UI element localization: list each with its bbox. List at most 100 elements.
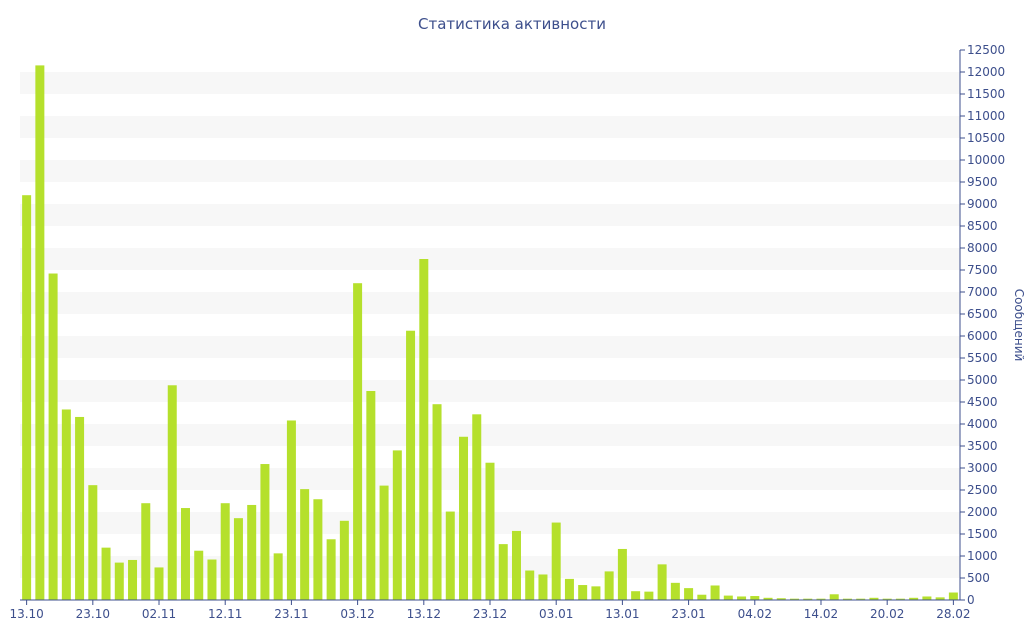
x-tick-label: 23.10 — [76, 607, 110, 621]
bar[interactable] — [286, 420, 296, 600]
y-tick-label: 5000 — [967, 373, 998, 387]
bar[interactable] — [591, 586, 601, 600]
bar[interactable] — [366, 391, 376, 600]
bar[interactable] — [180, 508, 190, 600]
bar[interactable] — [35, 65, 45, 600]
y-axis-title: Сообщений — [1012, 289, 1024, 362]
bar[interactable] — [167, 385, 177, 600]
bar[interactable] — [445, 511, 455, 600]
grid-band — [20, 424, 960, 446]
bar[interactable] — [48, 273, 58, 600]
x-tick-label: 23.11 — [274, 607, 308, 621]
y-tick-label: 7000 — [967, 285, 998, 299]
bar[interactable] — [141, 503, 151, 600]
bar[interactable] — [776, 598, 786, 600]
bar[interactable] — [207, 559, 217, 600]
bar[interactable] — [670, 582, 680, 600]
grid-band — [20, 116, 960, 138]
bar[interactable] — [644, 591, 654, 600]
bar[interactable] — [472, 414, 482, 600]
bar[interactable] — [684, 588, 694, 600]
bar[interactable] — [154, 567, 164, 600]
y-tick-label: 1000 — [967, 549, 998, 563]
bar[interactable] — [61, 409, 71, 600]
bar[interactable] — [128, 559, 138, 600]
bar[interactable] — [406, 330, 416, 600]
bar[interactable] — [803, 598, 813, 600]
x-tick-label: 14.02 — [804, 607, 838, 621]
bar[interactable] — [233, 518, 243, 600]
bar[interactable] — [313, 499, 323, 600]
y-axis: 0 500 1000 1500 2000 2500 3000 3500 4000 4500 5000… — [959, 43, 1005, 607]
y-tick-label: 10500 — [967, 131, 1005, 145]
bar[interactable] — [763, 597, 773, 600]
x-tick-label: 23.01 — [671, 607, 705, 621]
x-tick-label: 03.01 — [539, 607, 573, 621]
y-tick-label: 8000 — [967, 241, 998, 255]
bar[interactable] — [737, 596, 747, 600]
bar[interactable] — [856, 598, 866, 600]
bar[interactable] — [842, 598, 852, 600]
bar[interactable] — [300, 489, 310, 600]
bar[interactable] — [829, 594, 839, 600]
bar[interactable] — [75, 416, 85, 600]
bar[interactable] — [935, 597, 945, 600]
bar[interactable] — [339, 520, 349, 600]
bar[interactable] — [816, 598, 826, 600]
bar[interactable] — [750, 596, 760, 600]
chart-title: Статистика активности — [418, 15, 606, 33]
x-tick-label: 04.02 — [738, 607, 772, 621]
bar[interactable] — [564, 578, 574, 600]
y-tick-label: 7500 — [967, 263, 998, 277]
grid-band — [20, 160, 960, 182]
bar[interactable] — [220, 503, 230, 600]
x-tick-label: 13.10 — [9, 607, 43, 621]
bar[interactable] — [723, 595, 733, 600]
bar[interactable] — [419, 259, 429, 600]
x-tick-label: 23.12 — [473, 607, 507, 621]
bar[interactable] — [578, 585, 588, 600]
bar[interactable] — [604, 571, 614, 600]
bar[interactable] — [22, 195, 32, 600]
y-tick-label: 2000 — [967, 505, 998, 519]
bar[interactable] — [353, 283, 363, 600]
bar[interactable] — [538, 574, 548, 600]
bar[interactable] — [260, 464, 270, 600]
grid-band — [20, 380, 960, 402]
bar[interactable] — [392, 450, 402, 600]
bar[interactable] — [498, 544, 508, 600]
bar[interactable] — [697, 594, 707, 600]
bar[interactable] — [101, 547, 111, 600]
bar[interactable] — [948, 592, 958, 600]
bar[interactable] — [459, 436, 469, 600]
bar[interactable] — [657, 564, 667, 600]
bar[interactable] — [631, 591, 641, 600]
bar[interactable] — [790, 598, 800, 600]
bar[interactable] — [194, 550, 204, 600]
bar[interactable] — [273, 553, 283, 600]
x-tick-label: 13.12 — [407, 607, 441, 621]
bar[interactable] — [326, 539, 336, 600]
y-tick-label: 6500 — [967, 307, 998, 321]
grid-band — [20, 336, 960, 358]
bar[interactable] — [379, 485, 389, 600]
bar[interactable] — [909, 597, 919, 600]
bar[interactable] — [114, 562, 124, 600]
bar[interactable] — [88, 485, 98, 600]
bar[interactable] — [511, 530, 521, 600]
bar[interactable] — [551, 522, 561, 600]
bar[interactable] — [882, 598, 892, 600]
y-tick-label: 10000 — [967, 153, 1005, 167]
bar[interactable] — [922, 596, 932, 600]
bar[interactable] — [869, 597, 879, 600]
bar[interactable] — [247, 504, 257, 600]
bar[interactable] — [485, 462, 495, 600]
bar[interactable] — [525, 570, 535, 600]
x-axis: 13.10 23.10 02.11 12.11 23.11 03.12 13.12 23.12… — [9, 599, 971, 621]
bar[interactable] — [895, 598, 905, 600]
bar[interactable] — [710, 585, 720, 600]
bar[interactable] — [432, 404, 442, 600]
bar[interactable] — [617, 548, 627, 600]
